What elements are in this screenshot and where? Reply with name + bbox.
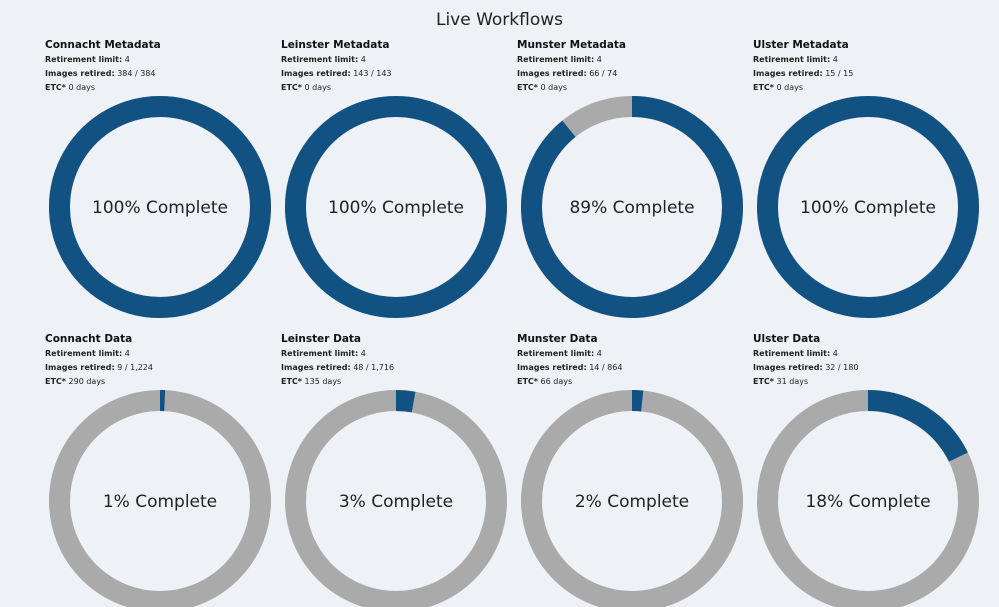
progress-donut: 89% Complete	[521, 96, 743, 318]
etc: ETC* 0 days	[753, 83, 804, 92]
images-retired: Images retired: 66 / 74	[517, 69, 618, 78]
retirement-limit: Retirement limit: 4	[517, 55, 602, 64]
etc: ETC* 66 days	[517, 377, 573, 386]
progress-label: 100% Complete	[328, 198, 464, 218]
progress-label: 89% Complete	[569, 198, 694, 218]
workflow-name: Munster Metadata	[517, 39, 627, 51]
retirement-limit: Retirement limit: 4	[753, 349, 838, 358]
workflow-name: Munster Data	[517, 333, 598, 345]
donut-complete-arc	[867, 390, 968, 462]
retirement-limit: Retirement limit: 4	[517, 349, 602, 358]
etc: ETC* 0 days	[45, 83, 96, 92]
workflow-name: Ulster Metadata	[753, 39, 849, 51]
retirement-limit: Retirement limit: 4	[281, 349, 366, 358]
progress-donut: 18% Complete	[757, 390, 979, 607]
progress-label: 1% Complete	[103, 492, 217, 512]
donut-complete-arc	[285, 96, 507, 318]
etc: ETC* 0 days	[517, 83, 568, 92]
donut-complete-arc	[631, 390, 644, 412]
images-retired: Images retired: 15 / 15	[753, 69, 854, 78]
progress-donut: 3% Complete	[285, 390, 507, 607]
images-retired: Images retired: 14 / 864	[517, 363, 623, 372]
progress-label: 3% Complete	[339, 492, 453, 512]
workflow-name: Leinster Data	[281, 333, 362, 345]
progress-donut: 2% Complete	[521, 390, 743, 607]
etc: ETC* 135 days	[281, 377, 342, 386]
progress-donut: 100% Complete	[49, 96, 271, 318]
images-retired: Images retired: 48 / 1,716	[281, 363, 395, 372]
retirement-limit: Retirement limit: 4	[45, 55, 130, 64]
workflow-name: Leinster Metadata	[281, 39, 390, 51]
workflow-name: Connacht Metadata	[45, 39, 161, 51]
images-retired: Images retired: 32 / 180	[753, 363, 859, 372]
images-retired: Images retired: 384 / 384	[45, 69, 156, 78]
workflow-name: Connacht Data	[45, 333, 133, 345]
images-retired: Images retired: 143 / 143	[281, 69, 392, 78]
retirement-limit: Retirement limit: 4	[45, 349, 130, 358]
page-title: Live Workflows	[435, 10, 564, 30]
progress-label: 2% Complete	[575, 492, 689, 512]
donut-complete-arc	[395, 390, 416, 413]
donut-complete-arc	[521, 96, 743, 318]
progress-donut: 1% Complete	[49, 390, 271, 607]
retirement-limit: Retirement limit: 4	[281, 55, 366, 64]
progress-label: 100% Complete	[800, 198, 936, 218]
donut-complete-arc	[49, 96, 271, 318]
progress-donut: 100% Complete	[285, 96, 507, 318]
images-retired: Images retired: 9 / 1,224	[45, 363, 153, 372]
progress-label: 18% Complete	[805, 492, 930, 512]
workflow-name: Ulster Data	[753, 333, 821, 345]
etc: ETC* 0 days	[281, 83, 332, 92]
progress-donut: 100% Complete	[757, 96, 979, 318]
donut-complete-arc	[757, 96, 979, 318]
etc: ETC* 31 days	[753, 377, 809, 386]
etc: ETC* 290 days	[45, 377, 106, 386]
retirement-limit: Retirement limit: 4	[753, 55, 838, 64]
progress-label: 100% Complete	[92, 198, 228, 218]
